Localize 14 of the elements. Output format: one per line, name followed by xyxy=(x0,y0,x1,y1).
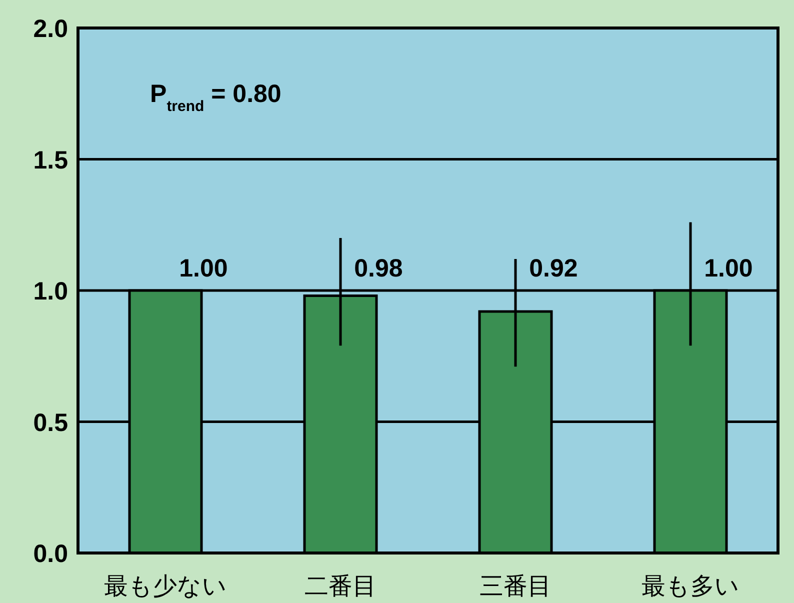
y-tick-label: 0.0 xyxy=(33,540,68,568)
annotation: P$_{trend}$ = 0.80 xyxy=(150,80,282,114)
data-label: 1.00 xyxy=(704,254,753,282)
data-label: 1.00 xyxy=(179,254,228,282)
y-tick-label: 1.5 xyxy=(33,146,68,174)
y-tick-label: 2.0 xyxy=(33,15,68,43)
x-tick-label: 二番目 xyxy=(304,573,376,600)
x-tick-label: 最も少ない xyxy=(104,573,227,600)
data-label: 0.98 xyxy=(354,254,403,282)
y-tick-label: 0.5 xyxy=(33,408,68,437)
y-tick-label: 1.0 xyxy=(33,278,68,306)
x-tick-label: 最も多い xyxy=(642,573,740,600)
x-tick-label: 三番目 xyxy=(480,573,552,600)
data-label: 0.92 xyxy=(529,254,578,282)
